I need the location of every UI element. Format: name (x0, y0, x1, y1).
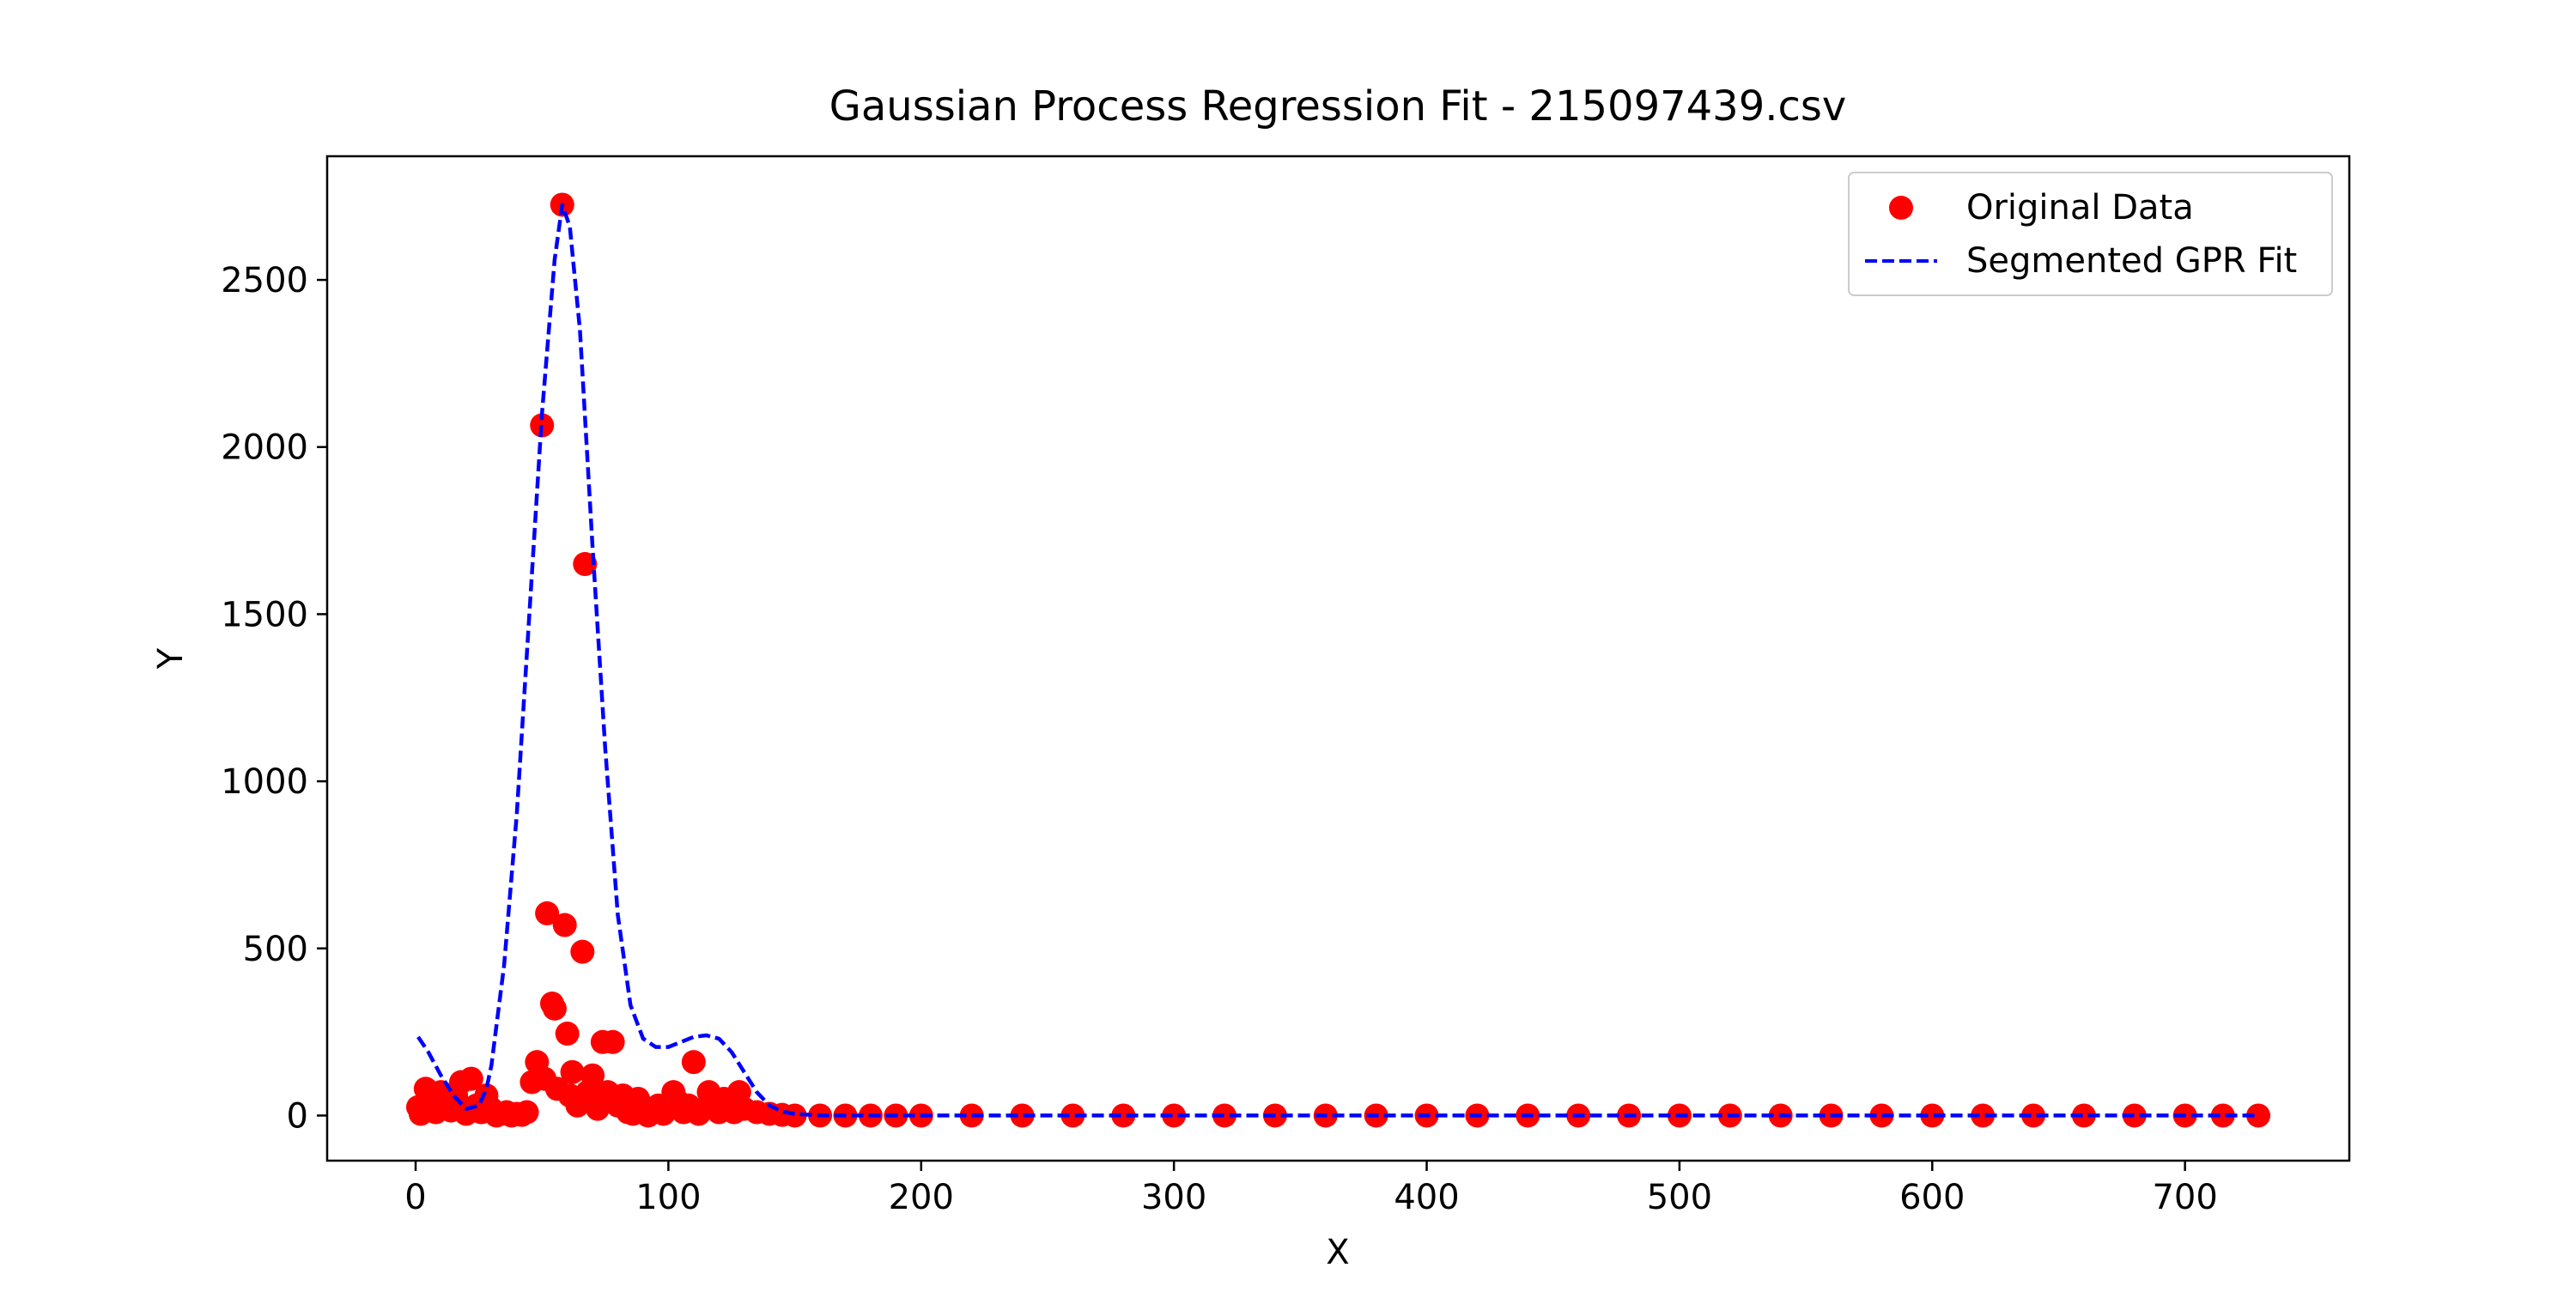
x-axis-label: X (1326, 1233, 1349, 1272)
x-tick-label: 0 (404, 1178, 426, 1217)
scatter-point (1060, 1103, 1085, 1128)
scatter-point (514, 1100, 539, 1125)
scatter-point (535, 901, 560, 925)
plot-layer (405, 192, 2271, 1128)
scatter-point (542, 996, 567, 1021)
y-tick-label: 2000 (221, 428, 308, 468)
x-tick-label: 100 (635, 1178, 701, 1217)
scatter-point (555, 1022, 580, 1046)
scatter-series-original-data (405, 192, 2271, 1128)
scatter-point (560, 1059, 585, 1084)
scatter-point (2246, 1103, 2271, 1128)
y-tick-label: 0 (287, 1096, 308, 1136)
scatter-point (1920, 1103, 1945, 1128)
y-axis-label: Y (151, 647, 191, 670)
x-tick-label: 500 (1647, 1178, 1712, 1217)
scatter-point (681, 1050, 706, 1075)
scatter-point (2071, 1103, 2096, 1128)
scatter-point (2210, 1103, 2235, 1128)
scatter-point (2021, 1103, 2046, 1128)
x-tick-label: 400 (1394, 1178, 1459, 1217)
scatter-point (600, 1029, 625, 1054)
scatter-point (570, 939, 595, 964)
x-tick-label: 200 (889, 1178, 954, 1217)
y-tick-label: 1000 (221, 762, 308, 802)
y-tick-label: 1500 (221, 595, 308, 634)
scatter-point (1869, 1103, 1894, 1128)
y-axis-ticks: 0 500 1000 1500 2000 2500 (221, 261, 327, 1136)
legend-label-segmented-gpr-fit: Segmented GPR Fit (1966, 241, 2297, 281)
legend-box (1848, 172, 2333, 296)
chart-title: Gaussian Process Regression Fit - 215097… (829, 82, 1847, 130)
x-tick-label: 600 (1899, 1178, 1965, 1217)
scatter-point (1111, 1103, 1136, 1128)
y-tick-label: 2500 (221, 261, 308, 300)
scatter-point (1010, 1103, 1035, 1128)
x-tick-label: 700 (2152, 1178, 2217, 1217)
plot-frame (325, 155, 2351, 1162)
scatter-point (782, 1103, 807, 1128)
scatter-point (1162, 1103, 1187, 1128)
legend-label-original-data: Original Data (1966, 188, 2194, 227)
scatter-point (1212, 1103, 1237, 1128)
scatter-point (459, 1066, 483, 1091)
gpr-fit-line (416, 203, 2258, 1118)
scatter-point (552, 913, 577, 937)
legend-scatter-marker (1889, 196, 1913, 220)
x-axis-ticks: 0 100 200 300 400 500 600 700 (404, 1161, 2218, 1217)
legend: Original Data Segmented GPR Fit (1848, 172, 2333, 296)
y-tick-label: 500 (243, 930, 308, 969)
scatter-point (2122, 1103, 2147, 1128)
scatter-point (1971, 1103, 1996, 1128)
scatter-point (580, 1063, 605, 1088)
x-tick-label: 300 (1141, 1178, 1206, 1217)
scatter-point (573, 552, 598, 577)
